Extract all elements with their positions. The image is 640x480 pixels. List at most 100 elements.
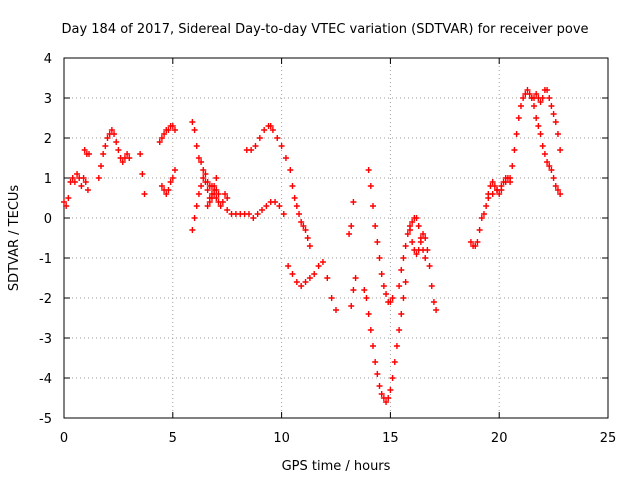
- data-point: [539, 143, 546, 149]
- data-point: [409, 239, 416, 245]
- data-point: [554, 131, 561, 137]
- data-point: [158, 135, 165, 141]
- data-point: [367, 327, 374, 333]
- data-point: [213, 195, 220, 201]
- data-point: [276, 203, 283, 209]
- data-point: [365, 311, 372, 317]
- data-point: [198, 183, 205, 189]
- data-point: [472, 243, 479, 249]
- data-point: [219, 199, 226, 205]
- data-point: [97, 163, 104, 169]
- data-point: [285, 263, 292, 269]
- data-point: [315, 263, 322, 269]
- data-point: [298, 219, 305, 225]
- data-point: [74, 171, 81, 177]
- x-axis: 0 5 10 15 20 25: [60, 58, 616, 446]
- data-point: [539, 95, 546, 101]
- data-point: [544, 87, 551, 93]
- data-point: [104, 135, 111, 141]
- data-point: [65, 195, 72, 201]
- data-point: [552, 183, 559, 189]
- data-point: [306, 275, 313, 281]
- data-point: [415, 223, 422, 229]
- data-point: [476, 227, 483, 233]
- data-point: [385, 395, 392, 401]
- data-point: [213, 187, 220, 193]
- y-tick-label: 0: [44, 212, 52, 227]
- data-point: [400, 295, 407, 301]
- data-point: [108, 127, 115, 133]
- data-point: [557, 191, 564, 197]
- data-point: [422, 255, 429, 261]
- data-point: [428, 283, 435, 289]
- data-point: [267, 123, 274, 129]
- data-point: [291, 195, 298, 201]
- data-point: [61, 199, 67, 205]
- data-point: [415, 247, 422, 253]
- data-point: [63, 203, 70, 209]
- data-point: [365, 167, 372, 173]
- data-point: [206, 199, 213, 205]
- x-axis-label: GPS time / hours: [282, 459, 391, 474]
- y-tick-label: 4: [44, 52, 52, 67]
- data-point: [211, 191, 218, 197]
- data-point: [513, 131, 520, 137]
- data-point: [202, 179, 209, 185]
- data-point: [515, 115, 522, 121]
- data-point: [554, 187, 561, 193]
- data-point: [306, 243, 313, 249]
- data-point: [289, 183, 296, 189]
- data-point: [126, 155, 133, 161]
- data-point: [195, 155, 202, 161]
- data-point: [378, 271, 385, 277]
- data-point: [409, 219, 416, 225]
- data-point: [374, 239, 381, 245]
- data-point: [548, 167, 555, 173]
- data-point: [557, 147, 564, 153]
- y-tick-label: 3: [44, 92, 52, 107]
- data-point: [274, 135, 281, 141]
- data-point: [81, 147, 88, 153]
- data-point: [376, 255, 383, 261]
- data-point: [250, 215, 257, 221]
- data-point: [195, 191, 202, 197]
- data-point: [324, 275, 331, 281]
- data-point: [261, 127, 268, 133]
- data-point: [391, 359, 398, 365]
- data-point: [404, 231, 411, 237]
- data-point: [413, 251, 420, 257]
- data-point: [393, 343, 400, 349]
- data-point: [374, 371, 381, 377]
- data-point: [363, 295, 370, 301]
- data-point: [396, 283, 403, 289]
- data-point: [552, 119, 559, 125]
- data-point: [191, 127, 198, 133]
- data-point: [485, 195, 492, 201]
- data-point: [102, 143, 109, 149]
- data-point: [167, 179, 174, 185]
- data-point: [319, 259, 326, 265]
- x-tick-label: 0: [60, 431, 68, 446]
- data-point: [119, 159, 126, 165]
- data-point: [328, 295, 335, 301]
- data-point: [369, 203, 376, 209]
- data-point: [137, 151, 144, 157]
- data-point: [361, 287, 368, 293]
- data-point: [406, 227, 413, 233]
- data-point: [158, 183, 165, 189]
- data-point: [400, 255, 407, 261]
- data-point: [478, 215, 485, 221]
- data-point: [346, 231, 353, 237]
- data-point: [396, 327, 403, 333]
- data-point: [544, 159, 551, 165]
- data-point: [348, 223, 355, 229]
- data-point: [189, 119, 196, 125]
- data-point: [524, 87, 531, 93]
- data-point: [402, 243, 409, 249]
- data-point: [293, 279, 300, 285]
- data-point: [467, 239, 474, 245]
- data-point: [424, 247, 431, 253]
- data-point: [263, 203, 270, 209]
- data-point: [248, 147, 255, 153]
- x-tick-label: 5: [169, 431, 177, 446]
